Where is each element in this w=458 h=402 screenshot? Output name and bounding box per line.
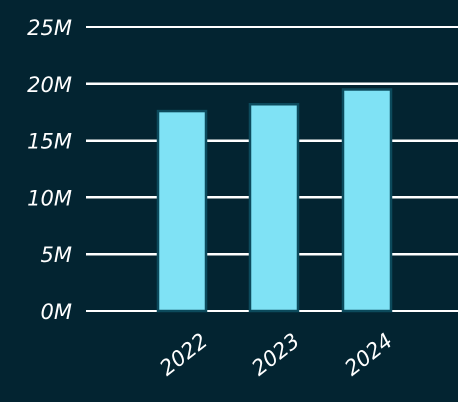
- y-tick-label: 15M: [27, 130, 72, 154]
- bar-2024: [341, 88, 393, 313]
- bar-2022: [156, 109, 208, 313]
- y-axis-tick-labels: 0M 5M 10M 15M 20M 25M: [27, 16, 72, 324]
- y-tick-label: 25M: [27, 16, 72, 40]
- y-tick-label: 10M: [27, 186, 72, 210]
- bar-2023: [248, 102, 300, 313]
- y-tick-label: 20M: [27, 73, 72, 97]
- y-tick-label: 0M: [41, 300, 72, 324]
- y-tick-label: 5M: [41, 243, 72, 267]
- bars: [156, 88, 393, 313]
